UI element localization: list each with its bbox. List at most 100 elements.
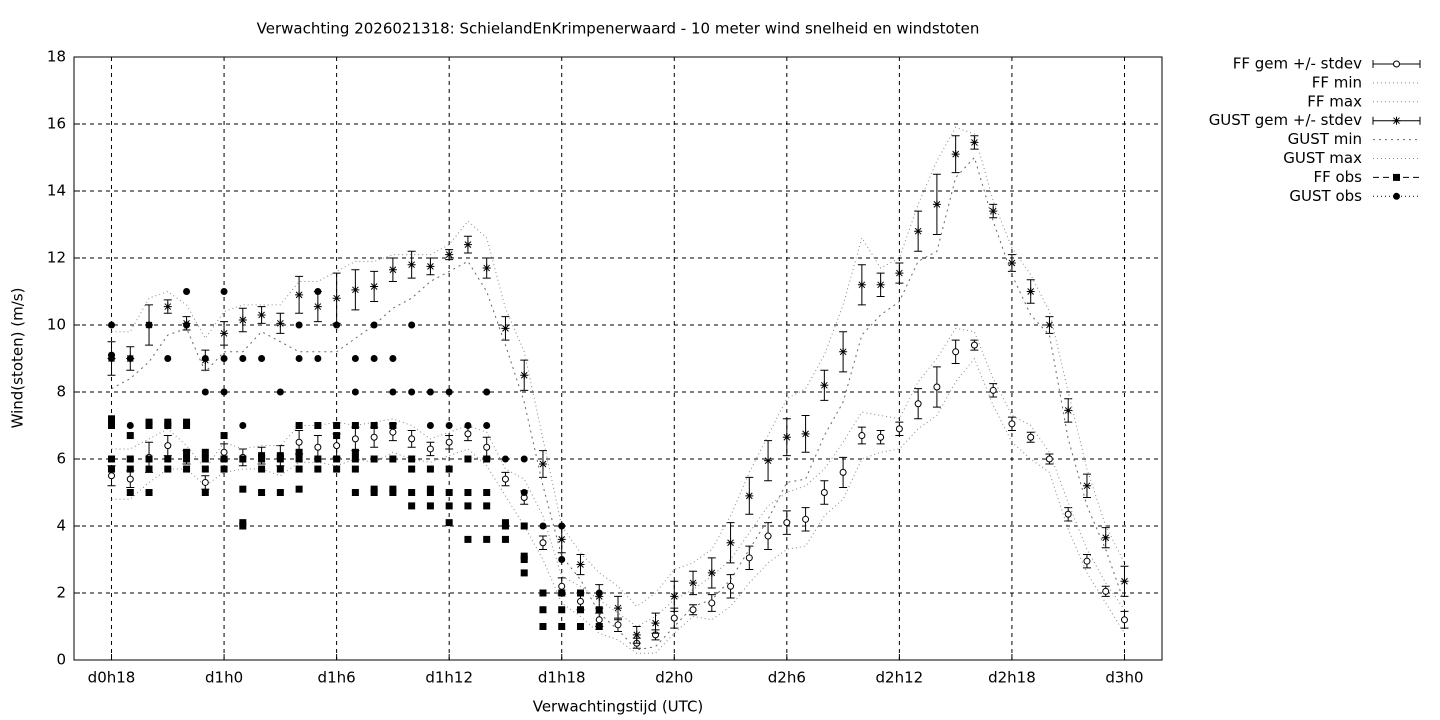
- marker: [295, 448, 303, 456]
- marker: [295, 438, 303, 446]
- marker: [126, 475, 134, 483]
- marker: [483, 422, 491, 429]
- marker: [764, 532, 772, 540]
- error-point: [989, 383, 998, 398]
- observation: [501, 535, 509, 543]
- marker: [258, 465, 266, 473]
- marker: [614, 604, 622, 613]
- error-point: [820, 480, 829, 505]
- observation: [408, 321, 416, 329]
- marker: [333, 432, 341, 440]
- marker: [351, 448, 359, 456]
- error-point: [370, 270, 379, 303]
- marker: [238, 315, 247, 324]
- y-tick-label: 10: [47, 316, 66, 334]
- observation: [220, 388, 228, 396]
- observation: [595, 606, 603, 614]
- marker: [483, 502, 491, 510]
- observation: [595, 623, 603, 630]
- observation: [239, 355, 247, 362]
- error-point: [1026, 431, 1035, 443]
- observation: [108, 355, 116, 362]
- error-point: [764, 440, 773, 482]
- observation: [351, 465, 359, 473]
- marker: [108, 321, 116, 329]
- marker: [1064, 510, 1072, 518]
- error-point: [970, 135, 979, 150]
- marker: [895, 425, 903, 433]
- observation: [464, 535, 472, 543]
- marker: [389, 355, 397, 362]
- observation: [501, 522, 509, 530]
- observation: [408, 465, 416, 473]
- error-point: [820, 369, 829, 401]
- marker: [145, 455, 153, 463]
- marker: [558, 582, 566, 590]
- error-point: [914, 210, 923, 252]
- x-tick-label: d1h6: [318, 669, 356, 687]
- marker: [183, 465, 191, 473]
- marker: [501, 455, 509, 463]
- marker: [239, 485, 247, 493]
- observation: [126, 432, 134, 440]
- marker: [351, 455, 359, 463]
- error-point: [876, 430, 885, 445]
- marker: [483, 388, 491, 396]
- observation: [426, 388, 434, 396]
- marker: [183, 321, 191, 329]
- marker: [126, 455, 134, 463]
- observation: [483, 502, 491, 510]
- error-point: [1026, 279, 1035, 304]
- marker: [595, 589, 603, 597]
- marker: [576, 623, 584, 630]
- x-tick-label: d2h6: [768, 669, 806, 687]
- marker: [445, 438, 453, 446]
- marker: [558, 522, 566, 530]
- marker: [201, 448, 209, 456]
- marker: [708, 599, 716, 607]
- x-tick-label: d1h18: [538, 669, 586, 687]
- marker: [520, 569, 528, 577]
- marker: [351, 285, 360, 294]
- marker: [295, 422, 303, 429]
- marker: [351, 489, 359, 496]
- marker: [1026, 287, 1035, 296]
- observation: [483, 535, 491, 543]
- marker: [1082, 481, 1091, 490]
- observation: [295, 321, 303, 329]
- error-point: [857, 264, 866, 306]
- observation: [258, 489, 266, 496]
- marker: [295, 290, 304, 299]
- error-point: [839, 331, 848, 373]
- marker: [520, 556, 528, 563]
- marker: [689, 606, 697, 614]
- marker: [333, 465, 341, 473]
- marker: [445, 250, 454, 259]
- observation: [145, 422, 153, 429]
- marker: [501, 324, 510, 333]
- error-point: [726, 522, 735, 564]
- marker: [201, 455, 209, 463]
- marker: [108, 455, 116, 463]
- marker: [126, 432, 134, 440]
- error-point: [220, 321, 229, 346]
- marker: [333, 442, 341, 450]
- marker: [370, 321, 378, 329]
- observation: [445, 519, 453, 527]
- observation: [276, 489, 284, 496]
- marker: [932, 200, 941, 209]
- marker: [539, 522, 547, 530]
- marker: [764, 456, 773, 465]
- marker: [389, 489, 397, 496]
- error-point: [538, 535, 547, 550]
- marker: [783, 519, 791, 527]
- marker: [576, 606, 584, 614]
- marker: [183, 422, 191, 429]
- marker: [445, 489, 453, 496]
- observation: [426, 422, 434, 429]
- error-point: [951, 135, 960, 174]
- marker: [520, 371, 529, 380]
- marker: [333, 422, 341, 429]
- marker: [145, 422, 153, 429]
- legend-label: FF obs: [1313, 168, 1362, 186]
